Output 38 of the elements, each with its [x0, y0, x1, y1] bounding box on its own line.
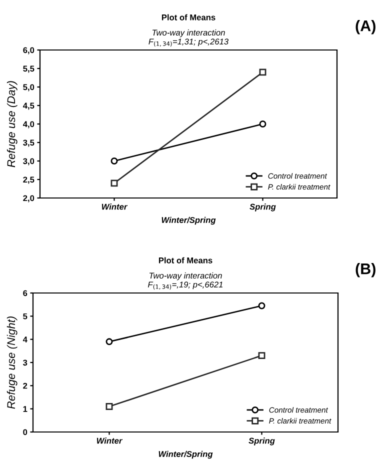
- point: [110, 180, 118, 187]
- chart-subtitle: Two-way interaction F$_{(1,34)}$=,19; p<,6621: [148, 272, 223, 290]
- y-tick-label: 5,0: [23, 84, 34, 92]
- y-tick-label: 5,5: [23, 66, 34, 73]
- y-tick-label: 4,5: [22, 102, 34, 110]
- x-tick-label: Winter: [102, 204, 128, 210]
- point: [106, 338, 113, 346]
- y-tick-label: 6: [23, 290, 28, 296]
- y-tick-label: 2: [23, 382, 28, 389]
- point: [258, 302, 266, 310]
- y-tick-label: 3,0: [23, 158, 34, 166]
- x-tick-label: Spring: [250, 204, 276, 212]
- point: [106, 403, 113, 410]
- x-axis-title: Winter/Spring: [162, 216, 216, 225]
- y-tick-label: 4: [22, 336, 28, 342]
- point: [258, 352, 266, 360]
- y-tick-label: 1: [23, 406, 28, 412]
- point: [110, 158, 118, 164]
- text: (B): [356, 263, 376, 278]
- y-tick-label: 0: [23, 429, 28, 436]
- y-tick-label: 5: [23, 313, 28, 320]
- x-tick-label: Winter: [96, 438, 123, 444]
- chart-title: Plot of Means: [162, 14, 216, 20]
- x-axis-title: Winter/Spring: [158, 450, 213, 459]
- y-tick-label: 2,5: [23, 176, 34, 184]
- point: [259, 120, 266, 128]
- chart-title: Plot of Means: [158, 257, 212, 264]
- x-tick-label: Spring: [248, 438, 275, 446]
- y-tick-label: 6,0: [23, 47, 34, 54]
- y-axis-title: Refuge use (Night): [6, 316, 18, 409]
- text: (A): [356, 20, 376, 34]
- y-tick-label: 3: [23, 360, 28, 366]
- y-tick-label: 3,5: [23, 140, 34, 147]
- point: [259, 68, 266, 76]
- y-tick-label: 2,0: [23, 195, 34, 202]
- y-axis-title: Refuge use (Day): [6, 81, 18, 168]
- y-tick-label: 4,0: [22, 121, 34, 128]
- chart-subtitle: Two-way interaction F$_{(1,34)}$=1,31; p<,2613: [148, 29, 228, 47]
